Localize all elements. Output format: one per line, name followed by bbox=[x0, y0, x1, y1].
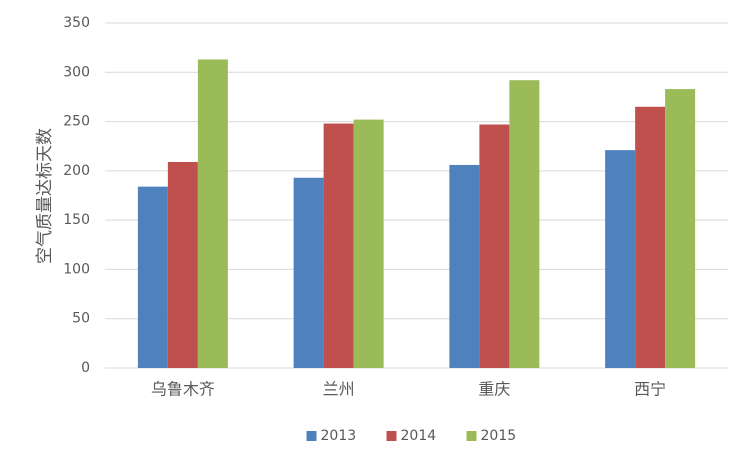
x-tick-label: 乌鲁木齐 bbox=[151, 380, 215, 399]
legend-swatch bbox=[386, 431, 397, 441]
y-axis-label: 空气质量达标天数 bbox=[35, 128, 55, 264]
legend-swatch bbox=[466, 431, 477, 441]
y-tick-label: 50 bbox=[72, 311, 90, 327]
x-tick-label: 西宁 bbox=[634, 380, 666, 399]
y-tick-label: 250 bbox=[63, 114, 90, 130]
y-tick-label: 150 bbox=[63, 212, 90, 228]
bar bbox=[137, 186, 168, 368]
y-tick-label: 100 bbox=[63, 261, 90, 277]
bar bbox=[293, 177, 324, 368]
bar bbox=[167, 161, 198, 368]
x-tick-label: 兰州 bbox=[323, 380, 355, 399]
bar bbox=[635, 106, 666, 369]
legend-swatch bbox=[306, 431, 317, 441]
legend-label: 2014 bbox=[401, 428, 437, 444]
bar bbox=[479, 124, 510, 369]
x-tick-label: 重庆 bbox=[478, 380, 510, 399]
y-tick-label: 200 bbox=[63, 163, 90, 179]
legend-label: 2013 bbox=[321, 428, 357, 444]
y-tick-label: 300 bbox=[63, 64, 90, 80]
bar bbox=[665, 89, 696, 369]
bar bbox=[449, 164, 480, 368]
y-tick-label: 0 bbox=[81, 360, 90, 376]
bar bbox=[197, 59, 228, 368]
y-tick-label: 350 bbox=[63, 15, 90, 31]
bar bbox=[509, 80, 540, 369]
bar bbox=[353, 119, 384, 368]
bar bbox=[605, 150, 636, 368]
bar bbox=[323, 123, 354, 369]
legend-label: 2015 bbox=[481, 428, 517, 444]
